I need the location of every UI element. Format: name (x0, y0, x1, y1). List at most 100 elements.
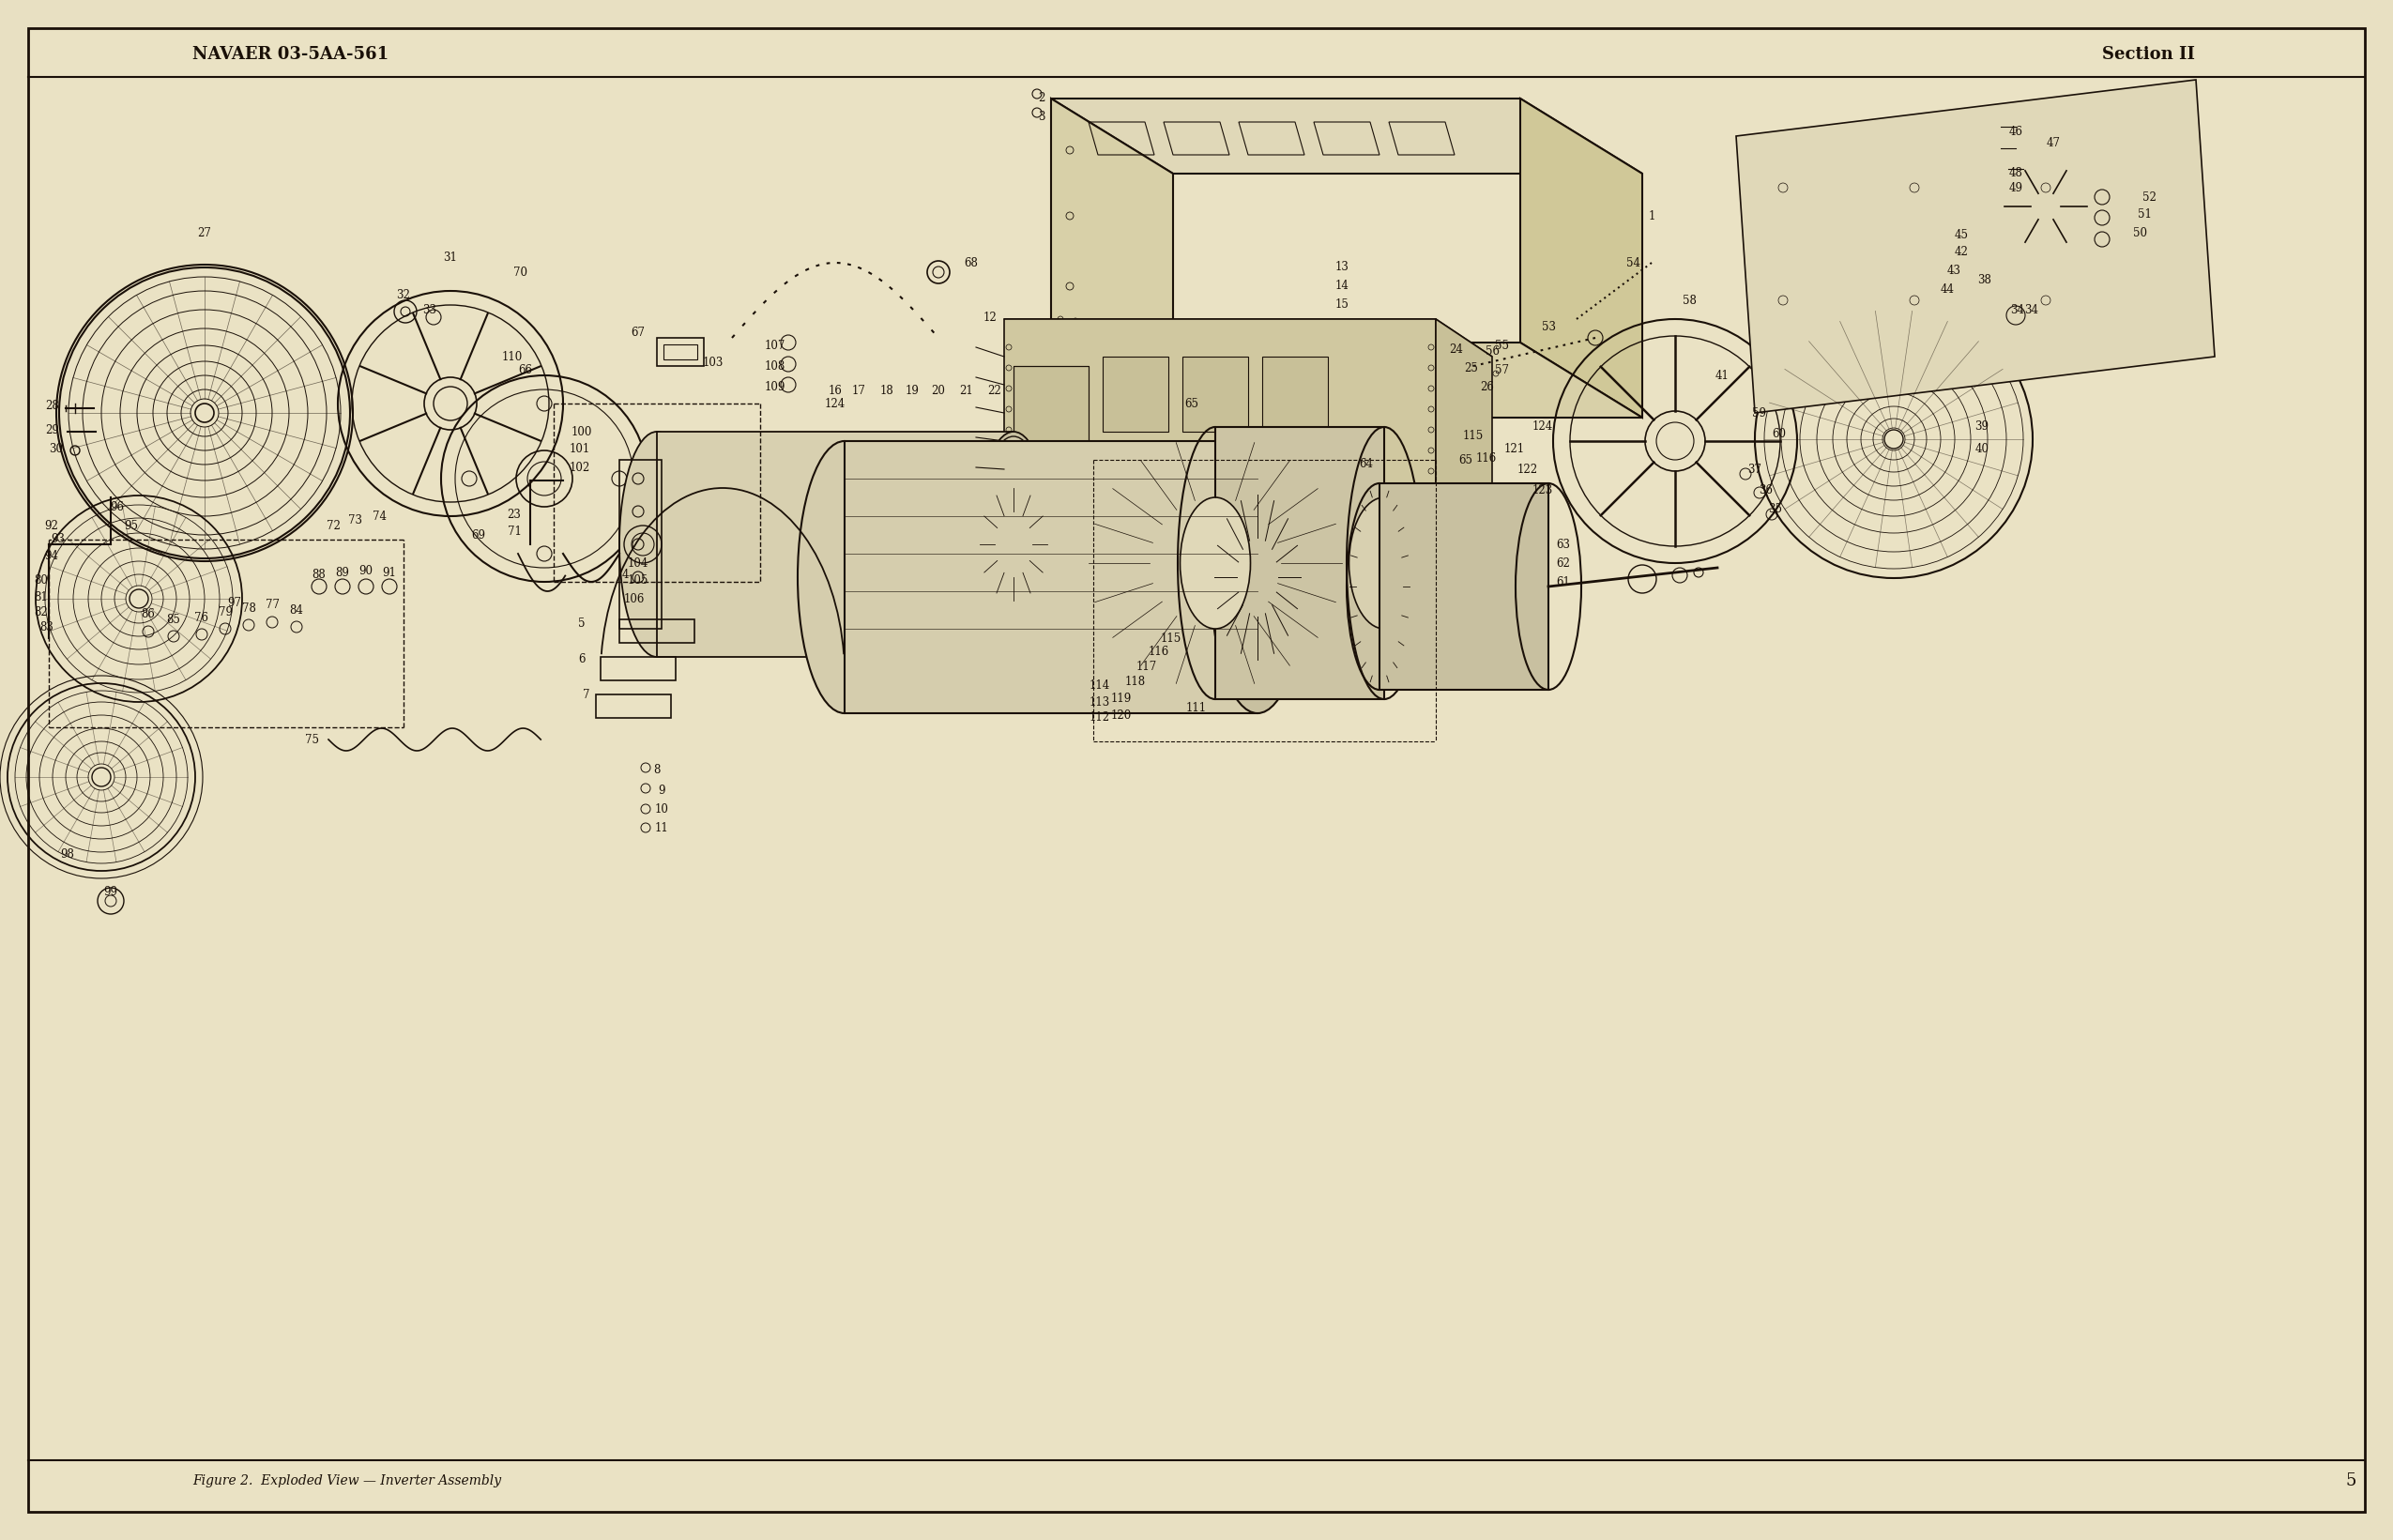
Text: 107: 107 (766, 339, 785, 351)
Text: 62: 62 (1555, 557, 1570, 570)
Bar (663, 345, 696, 359)
Text: 31: 31 (443, 253, 457, 265)
Text: 60: 60 (1773, 428, 1785, 439)
Text: 11: 11 (656, 822, 668, 833)
Text: 80: 80 (34, 574, 48, 587)
Polygon shape (1436, 319, 1493, 564)
Text: 14: 14 (1335, 280, 1350, 293)
Circle shape (1127, 460, 1163, 497)
Text: 42: 42 (1955, 245, 1969, 257)
Text: Section II: Section II (2103, 46, 2194, 63)
Text: 16: 16 (828, 385, 842, 396)
Polygon shape (1051, 342, 1642, 417)
Text: 85: 85 (168, 613, 179, 625)
Polygon shape (658, 431, 1015, 658)
Text: 109: 109 (766, 380, 785, 393)
Text: 89: 89 (335, 567, 349, 579)
Text: 20: 20 (931, 385, 945, 396)
Text: 119: 119 (1110, 693, 1132, 705)
Text: 27: 27 (199, 226, 211, 239)
Text: 82: 82 (34, 605, 48, 618)
Text: 88: 88 (311, 568, 325, 581)
Text: 23: 23 (507, 508, 522, 521)
Text: 98: 98 (60, 849, 74, 861)
Polygon shape (1005, 319, 1493, 357)
Text: 26: 26 (1481, 380, 1493, 393)
Text: 69: 69 (471, 528, 486, 541)
Text: 108: 108 (766, 360, 785, 373)
Bar (596, 695, 670, 718)
Text: 51: 51 (2137, 208, 2151, 220)
Text: 63: 63 (1555, 537, 1570, 550)
Text: 71: 71 (507, 525, 522, 537)
Polygon shape (1520, 99, 1642, 417)
Bar (620, 619, 694, 642)
Text: 111: 111 (1187, 702, 1206, 715)
Ellipse shape (976, 431, 1051, 658)
Text: 97: 97 (227, 596, 242, 608)
Text: 25: 25 (1465, 362, 1479, 374)
Text: 29: 29 (45, 424, 60, 436)
Text: 112: 112 (1089, 711, 1110, 724)
Polygon shape (1216, 427, 1383, 699)
Text: 36: 36 (1759, 484, 1773, 496)
Text: 93: 93 (50, 533, 65, 545)
Text: 72: 72 (325, 519, 340, 531)
Text: 95: 95 (124, 519, 139, 531)
Text: 96: 96 (110, 500, 124, 513)
Text: 104: 104 (627, 557, 649, 570)
Text: 83: 83 (41, 621, 55, 633)
Text: 59: 59 (1752, 407, 1766, 419)
Ellipse shape (1180, 497, 1252, 628)
Text: 13: 13 (1335, 262, 1350, 274)
Text: 64: 64 (1359, 459, 1374, 471)
Text: 67: 67 (632, 326, 646, 339)
Text: 2: 2 (1039, 92, 1046, 105)
Text: 81: 81 (34, 591, 48, 604)
Text: 5: 5 (579, 618, 586, 630)
Text: 106: 106 (625, 593, 644, 605)
Text: 38: 38 (1977, 274, 1991, 286)
Text: 70: 70 (512, 266, 526, 279)
Text: 99: 99 (103, 885, 117, 898)
Text: 7: 7 (584, 688, 591, 701)
Ellipse shape (979, 436, 1048, 653)
Text: 19: 19 (905, 385, 919, 396)
Circle shape (1295, 460, 1333, 497)
Text: 61: 61 (1555, 576, 1570, 588)
Text: 65: 65 (1185, 397, 1199, 410)
Ellipse shape (620, 431, 694, 658)
Text: 124: 124 (1532, 420, 1553, 433)
Text: 18: 18 (881, 385, 893, 396)
Text: 48: 48 (2008, 168, 2022, 180)
Text: 30: 30 (50, 442, 62, 454)
Bar (1103, 357, 1168, 431)
Text: 28: 28 (45, 399, 60, 411)
Text: 116: 116 (1476, 451, 1498, 464)
Text: 10: 10 (656, 802, 668, 815)
Text: 76: 76 (194, 611, 208, 624)
Text: 57: 57 (1496, 365, 1508, 377)
Text: 49: 49 (2008, 182, 2022, 194)
Polygon shape (1005, 319, 1436, 525)
Text: 68: 68 (964, 257, 979, 270)
Bar (620, 460, 660, 628)
Circle shape (1041, 460, 1079, 497)
Text: 114: 114 (1089, 679, 1110, 691)
Text: 113: 113 (1089, 696, 1110, 708)
Text: 73: 73 (347, 514, 361, 527)
Polygon shape (1051, 99, 1173, 417)
Bar (1015, 367, 1089, 460)
Text: 74: 74 (373, 510, 388, 522)
Text: 41: 41 (1716, 370, 1730, 382)
Text: 110: 110 (503, 351, 522, 363)
Text: 78: 78 (242, 602, 256, 614)
Polygon shape (845, 440, 1256, 713)
Ellipse shape (1350, 497, 1419, 628)
Text: 105: 105 (627, 574, 649, 587)
Text: 34: 34 (2024, 303, 2039, 316)
Text: 37: 37 (1747, 464, 1761, 476)
Text: 32: 32 (397, 290, 412, 302)
Text: 44: 44 (1941, 283, 1955, 296)
Text: 47: 47 (2046, 137, 2060, 149)
